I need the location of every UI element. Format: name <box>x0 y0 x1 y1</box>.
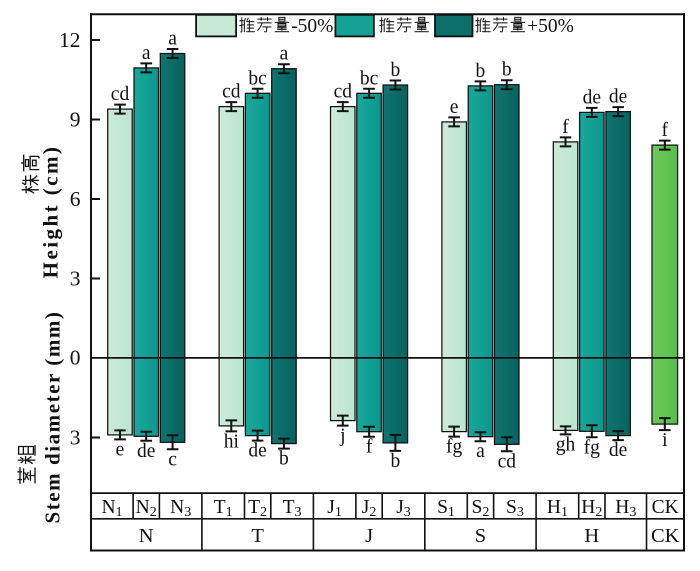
svg-text:3: 3 <box>70 267 81 291</box>
svg-text:T: T <box>251 525 264 547</box>
svg-text:H: H <box>584 525 599 547</box>
svg-text:fg: fg <box>584 437 600 458</box>
svg-text:cd: cd <box>334 82 353 103</box>
svg-text:12: 12 <box>59 28 81 52</box>
svg-text:f: f <box>562 117 569 138</box>
svg-text:a: a <box>142 43 151 64</box>
svg-text:cd: cd <box>498 451 517 472</box>
svg-text:de: de <box>248 441 266 462</box>
svg-text:Height (cm): Height (cm) <box>39 145 63 279</box>
svg-text:6: 6 <box>70 187 81 211</box>
svg-text:CK: CK <box>652 497 679 518</box>
svg-text:b: b <box>391 60 401 81</box>
svg-text:3: 3 <box>70 426 81 450</box>
svg-text:a: a <box>168 29 177 50</box>
svg-text:i: i <box>662 430 668 451</box>
svg-text:f: f <box>662 120 669 141</box>
svg-text:b: b <box>476 61 486 82</box>
svg-text:cd: cd <box>111 84 130 105</box>
svg-text:j: j <box>339 426 345 447</box>
svg-text:CK: CK <box>651 525 680 547</box>
svg-text:S: S <box>475 525 486 547</box>
svg-text:b: b <box>391 451 401 472</box>
svg-text:bc: bc <box>248 68 267 89</box>
svg-text:cd: cd <box>222 82 241 103</box>
svg-text:Stem diameter (mm): Stem diameter (mm) <box>41 311 65 524</box>
svg-text:e: e <box>116 439 125 460</box>
svg-text:de: de <box>583 87 601 108</box>
svg-text:0: 0 <box>70 346 81 370</box>
svg-text:b: b <box>279 449 289 470</box>
svg-text:9: 9 <box>70 108 81 132</box>
svg-text:+50%: +50% <box>527 16 574 37</box>
svg-text:N: N <box>139 525 154 547</box>
svg-text:de: de <box>609 440 627 461</box>
svg-text:hi: hi <box>224 431 240 452</box>
svg-text:fg: fg <box>446 437 462 458</box>
svg-text:-50%: -50% <box>291 16 333 37</box>
svg-text:c: c <box>168 449 177 470</box>
svg-text:a: a <box>280 44 289 65</box>
svg-text:de: de <box>609 87 627 108</box>
svg-text:J: J <box>365 525 373 547</box>
svg-text:e: e <box>450 97 459 118</box>
svg-text:gh: gh <box>556 434 576 455</box>
svg-text:f: f <box>366 437 373 458</box>
svg-text:de: de <box>137 441 155 462</box>
svg-text:a: a <box>476 441 485 462</box>
svg-text:bc: bc <box>360 68 379 89</box>
svg-text:b: b <box>502 60 512 81</box>
